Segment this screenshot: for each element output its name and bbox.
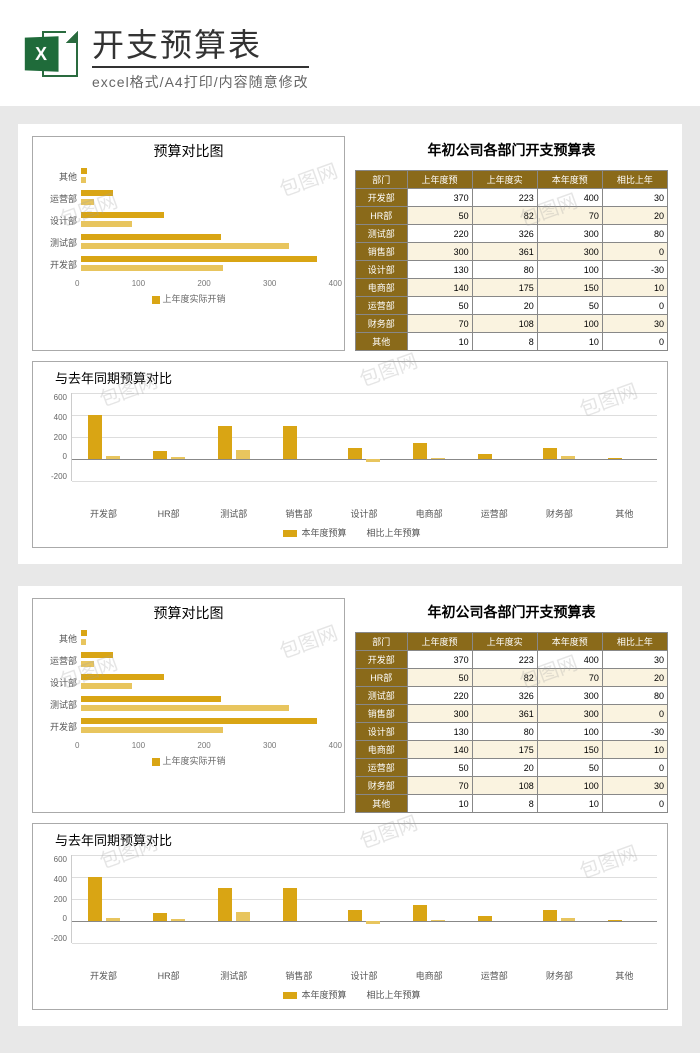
sub-title: excel格式/A4打印/内容随意修改 [92, 66, 309, 92]
excel-icon: X [24, 29, 78, 83]
hbar-chart: 预算对比图其他运营部设计部测试部开发部0100200300400上年度实际开销 [32, 598, 345, 813]
budget-table: 年初公司各部门开支预算表部门上年度预上年度实本年度预相比上年开发部3702234… [355, 598, 668, 813]
page-header: X 开支预算表 excel格式/A4打印/内容随意修改 [0, 0, 700, 106]
hbar-chart: 预算对比图其他运营部设计部测试部开发部0100200300400上年度实际开销 [32, 136, 345, 351]
column-chart: 与去年同期预算对比6004002000-200开发部HR部测试部销售部设计部电商… [32, 823, 668, 1010]
column-chart: 与去年同期预算对比6004002000-200开发部HR部测试部销售部设计部电商… [32, 361, 668, 548]
preview-sheet-2: 预算对比图其他运营部设计部测试部开发部0100200300400上年度实际开销年… [18, 586, 682, 1026]
budget-table: 年初公司各部门开支预算表部门上年度预上年度实本年度预相比上年开发部3702234… [355, 136, 668, 351]
main-title: 开支预算表 [92, 20, 309, 66]
preview-sheet-1: 预算对比图其他运营部设计部测试部开发部0100200300400上年度实际开销年… [18, 124, 682, 564]
